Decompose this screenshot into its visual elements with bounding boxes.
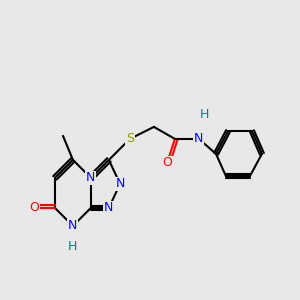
Text: O: O <box>162 156 172 170</box>
Text: H: H <box>68 240 78 254</box>
Text: N: N <box>86 171 96 184</box>
Text: N: N <box>115 177 125 190</box>
Text: O: O <box>29 201 39 214</box>
Text: N: N <box>104 201 114 214</box>
Text: H: H <box>200 108 210 122</box>
Text: N: N <box>194 132 204 146</box>
Text: N: N <box>68 219 78 232</box>
Text: S: S <box>126 132 134 146</box>
